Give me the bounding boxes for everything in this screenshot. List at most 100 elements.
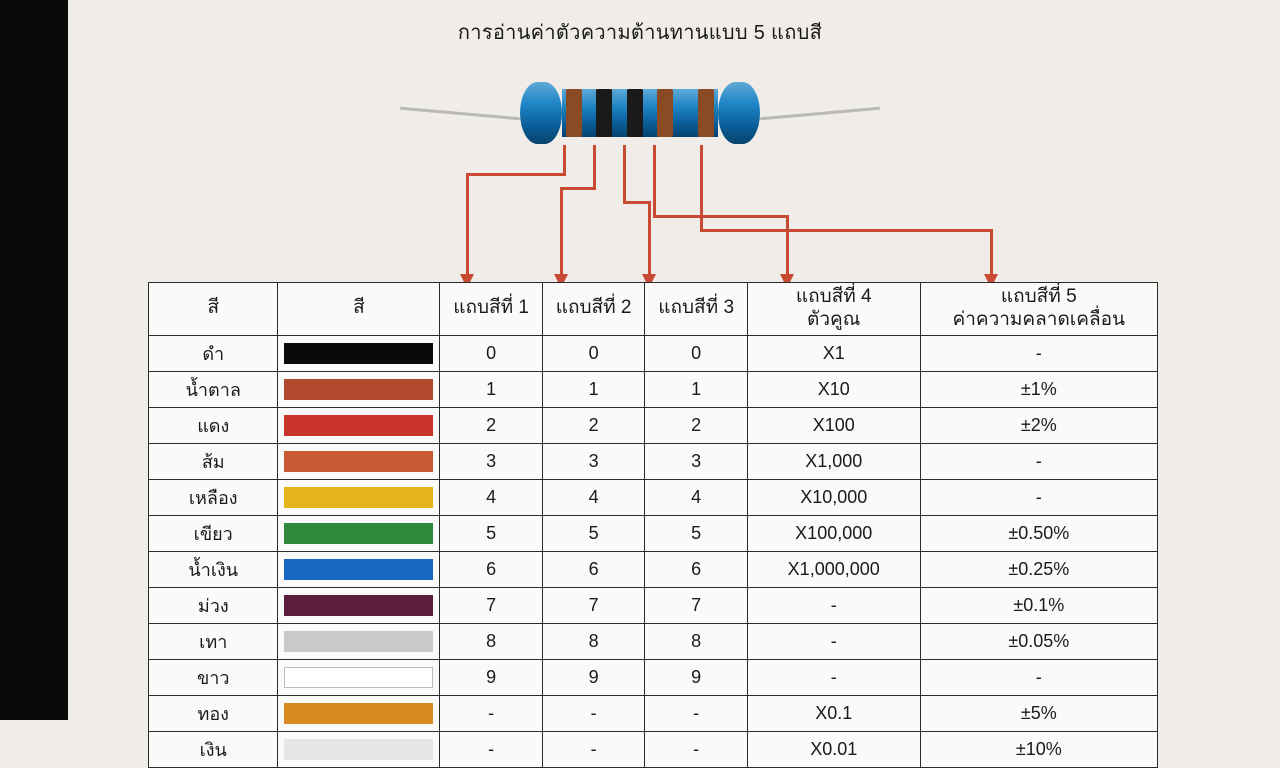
resistor-band-3 [627,89,643,137]
cell-b5: ±1% [920,371,1157,407]
th-band-3: แถบสีที่ 3 [645,283,748,336]
resistor-illustration [430,60,850,170]
color-swatch [284,451,433,472]
table-row: เทา888-±0.05% [149,623,1158,659]
left-strip [0,0,68,720]
cell-b1: 5 [440,515,543,551]
cell-b1: - [440,695,543,731]
cell-b4: X10,000 [747,479,920,515]
color-swatch [284,523,433,544]
cell-b4: X100 [747,407,920,443]
resistor-band-4 [657,89,673,137]
resistor-body [520,82,760,144]
cell-b5: ±0.25% [920,551,1157,587]
cell-b4: - [747,623,920,659]
cell-b5: ±10% [920,731,1157,767]
color-swatch [284,739,433,760]
cell-color-name: เงิน [149,731,278,767]
table-row: เขียว555X100,000±0.50% [149,515,1158,551]
color-swatch [284,631,433,652]
cell-b5: ±0.50% [920,515,1157,551]
cell-color-name: น้ำเงิน [149,551,278,587]
cell-b1: 4 [440,479,543,515]
th-band-5: แถบสีที่ 5 ค่าความคลาดเคลื่อน [920,283,1157,336]
th-color-name: สี [149,283,278,336]
cell-b1: 9 [440,659,543,695]
color-swatch [284,595,433,616]
cell-b3: 5 [645,515,748,551]
arrow-segment [560,187,563,278]
cell-color-swatch [278,695,440,731]
table-row: น้ำเงิน666X1,000,000±0.25% [149,551,1158,587]
cell-b5: - [920,659,1157,695]
cell-b3: 9 [645,659,748,695]
cell-color-swatch [278,407,440,443]
cell-b5: - [920,443,1157,479]
resistor-band-1 [566,89,582,137]
cell-color-name: ทอง [149,695,278,731]
cell-b2: 7 [542,587,645,623]
th-band-1: แถบสีที่ 1 [440,283,543,336]
cell-b1: 8 [440,623,543,659]
table-row: น้ำตาล111X10±1% [149,371,1158,407]
cell-color-name: เทา [149,623,278,659]
cell-b2: 9 [542,659,645,695]
cell-b1: 0 [440,335,543,371]
cell-b3: - [645,731,748,767]
cell-color-name: ส้ม [149,443,278,479]
cell-b4: X1,000 [747,443,920,479]
cell-b2: 8 [542,623,645,659]
cell-b4: - [747,587,920,623]
cell-b4: X100,000 [747,515,920,551]
cell-b5: ±5% [920,695,1157,731]
arrow-segment [786,215,789,278]
th-band-2: แถบสีที่ 2 [542,283,645,336]
th-band-4: แถบสีที่ 4 ตัวคูณ [747,283,920,336]
cell-color-swatch [278,443,440,479]
resistor-band-5 [698,89,714,137]
table-row: ม่วง777-±0.1% [149,587,1158,623]
arrow-segment [648,201,651,278]
arrow-segment [466,173,566,176]
cell-b2: 0 [542,335,645,371]
cell-color-name: เหลือง [149,479,278,515]
table-body: ดำ000X1-น้ำตาล111X10±1%แดง222X100±2%ส้ม3… [149,335,1158,767]
table-row: ขาว999-- [149,659,1158,695]
th-band-4-l2: ตัวคูณ [807,309,860,330]
cell-color-name: ดำ [149,335,278,371]
cell-color-swatch [278,371,440,407]
cell-b1: - [440,731,543,767]
table-row: เงิน---X0.01±10% [149,731,1158,767]
cell-color-swatch [278,731,440,767]
table-row: ทอง---X0.1±5% [149,695,1158,731]
cell-b2: 1 [542,371,645,407]
cell-b5: ±0.1% [920,587,1157,623]
cell-b3: 3 [645,443,748,479]
cell-color-name: ม่วง [149,587,278,623]
cell-b3: 7 [645,587,748,623]
cell-color-name: แดง [149,407,278,443]
cell-b1: 6 [440,551,543,587]
arrow-segment [560,187,596,190]
table-row: ส้ม333X1,000- [149,443,1158,479]
th-band-5-l2: ค่าความคลาดเคลื่อน [952,309,1125,330]
color-code-table-wrap: สี สี แถบสีที่ 1 แถบสีที่ 2 แถบสีที่ 3 แ… [148,282,1158,768]
cell-color-swatch [278,587,440,623]
table-row: เหลือง444X10,000- [149,479,1158,515]
cell-b4: X10 [747,371,920,407]
table-row: ดำ000X1- [149,335,1158,371]
arrow-segment [623,201,651,204]
cell-b2: 4 [542,479,645,515]
cell-b3: 8 [645,623,748,659]
arrow-segment [653,215,789,218]
cell-b2: 2 [542,407,645,443]
cell-b4: - [747,659,920,695]
arrow-segment [466,173,469,278]
cell-color-swatch [278,551,440,587]
cell-b1: 3 [440,443,543,479]
resistor-lead-right [760,107,880,120]
th-color-swatch: สี [278,283,440,336]
cell-b1: 1 [440,371,543,407]
cell-b3: 1 [645,371,748,407]
cell-color-swatch [278,479,440,515]
